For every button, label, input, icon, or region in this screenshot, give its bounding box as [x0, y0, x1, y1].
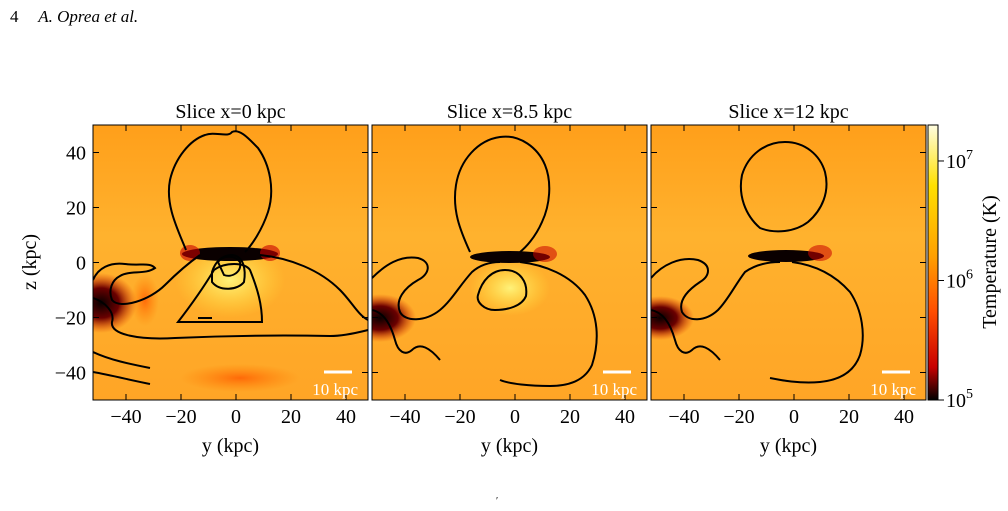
- y-tick-label: 20: [66, 198, 86, 220]
- scale-bar-label: 10 kpc: [312, 380, 358, 399]
- panel-title: Slice x=8.5 kpc: [447, 101, 572, 123]
- x-axis-label: y (kpc): [481, 435, 538, 457]
- x-tick-label: −20: [165, 406, 196, 428]
- x-tick-label: 0: [789, 406, 799, 428]
- x-tick-label: −40: [668, 406, 699, 428]
- y-tick-label: 0: [76, 253, 86, 275]
- y-tick-label: −20: [55, 308, 86, 330]
- panel-title: Slice x=12 kpc: [728, 101, 848, 123]
- scale-bar-label: 10 kpc: [870, 380, 916, 399]
- panel-title: Slice x=0 kpc: [175, 101, 285, 123]
- x-tick-label: 0: [510, 406, 520, 428]
- x-axis-label: y (kpc): [760, 435, 817, 457]
- panel-1: [92, 124, 369, 401]
- panel-2: [371, 124, 648, 401]
- scale-bar-label: 10 kpc: [591, 380, 637, 399]
- y-axis-label: z (kpc): [19, 234, 41, 290]
- y-tick-label: 40: [66, 143, 86, 165]
- colorbar-label: Temperature (K): [979, 195, 1001, 329]
- colorbar-tick-label: 105: [946, 387, 973, 412]
- panel-3: [650, 124, 927, 401]
- page-number: 4: [10, 7, 19, 26]
- axes-labels: Slice x=0 kpc −40 −20 0 20 40 y (kpc) 10 kpc Sli…: [19, 101, 1001, 457]
- x-tick-label: 40: [894, 406, 914, 428]
- colorbar-tick-label: 107: [946, 148, 973, 173]
- colorbar: [927, 124, 939, 401]
- y-tick-label: −40: [55, 363, 86, 385]
- x-tick-label: 20: [281, 406, 301, 428]
- x-tick-label: −20: [444, 406, 475, 428]
- x-axis-label: y (kpc): [202, 435, 259, 457]
- running-title: A. Oprea et al.: [38, 7, 139, 26]
- colorbar-tick-label: 106: [946, 267, 973, 292]
- x-tick-label: −40: [389, 406, 420, 428]
- x-tick-label: 40: [615, 406, 635, 428]
- x-tick-label: −40: [110, 406, 141, 428]
- x-tick-label: 0: [231, 406, 241, 428]
- footer-mark: ′: [496, 496, 499, 507]
- x-tick-label: 20: [839, 406, 859, 428]
- x-tick-label: 40: [336, 406, 356, 428]
- x-tick-label: −20: [723, 406, 754, 428]
- page-header: 4 A. Oprea et al.: [10, 7, 138, 27]
- x-tick-label: 20: [560, 406, 580, 428]
